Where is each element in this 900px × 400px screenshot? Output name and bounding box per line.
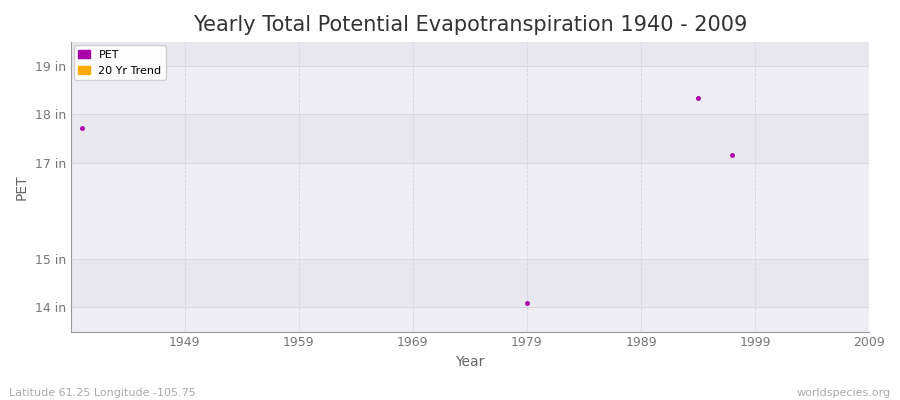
Y-axis label: PET: PET bbox=[15, 174, 29, 200]
X-axis label: Year: Year bbox=[455, 355, 484, 369]
Text: Latitude 61.25 Longitude -105.75: Latitude 61.25 Longitude -105.75 bbox=[9, 388, 196, 398]
Bar bbox=[71, 308, 869, 332]
Text: worldspecies.org: worldspecies.org bbox=[796, 388, 891, 398]
Title: Yearly Total Potential Evapotranspiration 1940 - 2009: Yearly Total Potential Evapotranspiratio… bbox=[193, 15, 747, 35]
Bar bbox=[71, 163, 869, 259]
Bar bbox=[71, 259, 869, 308]
Bar bbox=[71, 42, 869, 66]
Legend: PET, 20 Yr Trend: PET, 20 Yr Trend bbox=[74, 46, 166, 80]
Bar bbox=[71, 114, 869, 163]
Bar bbox=[71, 66, 869, 114]
